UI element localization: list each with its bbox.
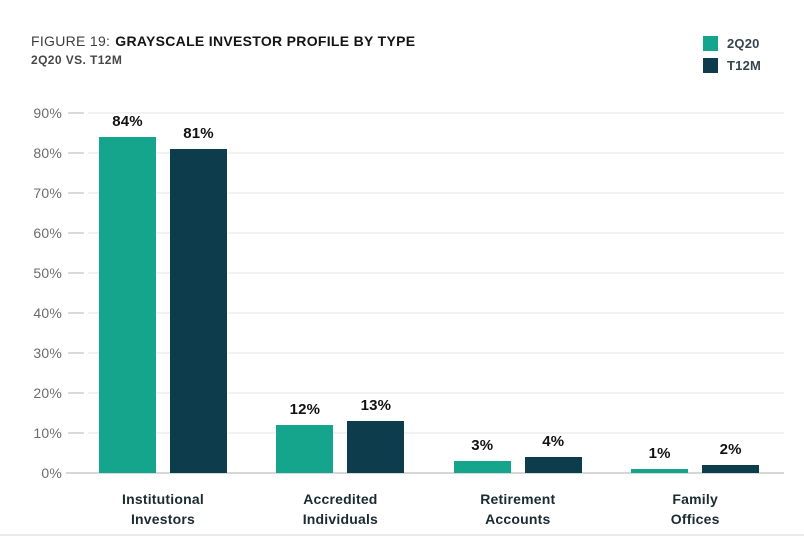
category-label-4: Family Offices [670,491,720,527]
figure-header: FIGURE 19: GRAYSCALE INVESTOR PROFILE BY … [31,33,415,67]
legend-item-2q20: 2Q20 [703,36,761,51]
legend-label: T12M [727,58,762,73]
bar-2q20-1 [99,137,156,473]
figure-title: GRAYSCALE INVESTOR PROFILE BY TYPE [115,33,416,49]
legend-swatch-t12m [703,58,718,73]
legend-swatch-2q20 [703,36,718,51]
y-axis-tick [68,352,84,354]
bar-value-label: 3% [471,437,494,454]
y-axis-tick [68,312,84,314]
bar-2q20-2 [276,425,334,473]
gridline [88,272,784,274]
bar-value-label: 81% [183,125,214,142]
bar-t12m-2 [347,421,405,473]
category-label-2: Accredited Individuals [302,491,379,527]
y-axis-tick-label: 60% [33,225,62,241]
gridline [88,392,784,394]
y-axis-tick-label: 70% [33,185,62,201]
bar-t12m-1 [170,149,227,473]
bar-2q20-4 [631,469,689,473]
y-axis-tick-label: 10% [33,425,62,441]
gridline [88,352,784,354]
category-label-1: Institutional Investors [122,491,204,527]
figure-subtitle: 2Q20 VS. T12M [31,53,123,67]
bar-t12m-3 [524,457,582,473]
y-axis-tick-label: 90% [33,105,62,121]
y-axis-tick [68,152,84,154]
y-axis-tick-label: 50% [33,265,62,281]
bar-value-label: 1% [648,445,671,462]
y-axis-tick-label: 40% [33,305,62,321]
bar-value-label: 4% [542,433,565,450]
gridline [88,232,784,234]
chart-legend: 2Q20 T12M [703,36,761,80]
y-axis-tick-label: 30% [33,345,62,361]
y-axis-tick [68,392,84,394]
gridline [88,312,784,314]
figure-title-line: FIGURE 19: GRAYSCALE INVESTOR PROFILE BY … [31,33,415,50]
y-axis-tick [68,272,84,274]
gridline [88,192,784,194]
bar-value-label: 2% [719,441,742,458]
gridline [88,152,784,154]
y-axis-tick-label: 80% [33,145,62,161]
y-axis-tick [68,112,84,114]
x-axis-line [66,472,784,474]
legend-label: 2Q20 [727,36,760,51]
y-axis-tick-label: 0% [41,465,62,481]
figure-number-label: FIGURE 19: [31,33,111,49]
legend-item-t12m: T12M [703,58,761,73]
gridline [88,432,784,434]
bar-value-label: 12% [289,401,321,418]
bar-value-label: 13% [360,397,392,414]
bar-value-label: 84% [112,113,143,130]
y-axis-tick [68,192,84,194]
bar-t12m-4 [702,465,760,473]
category-label-3: Retirement Accounts [480,491,556,527]
bar-2q20-3 [453,461,511,473]
bottom-divider [0,534,804,536]
gridline [88,112,784,114]
y-axis-tick [68,432,84,434]
y-axis-tick [68,232,84,234]
y-axis-tick-label: 20% [33,385,62,401]
